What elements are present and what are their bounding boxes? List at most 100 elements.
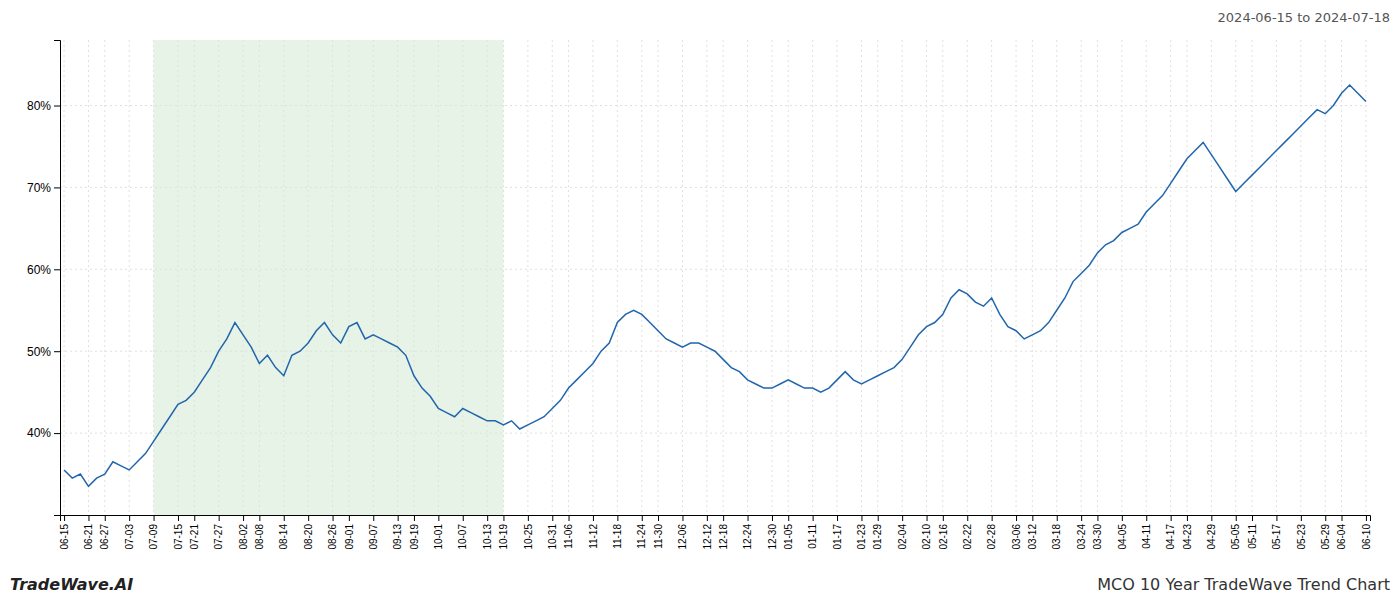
x-tick-label: 05-23 bbox=[1296, 524, 1307, 550]
x-tick: 03-06 bbox=[1011, 515, 1022, 550]
x-grid-line bbox=[1341, 40, 1342, 515]
x-tick: 09-13 bbox=[392, 515, 403, 550]
x-tick-mark bbox=[1097, 515, 1098, 521]
x-tick-label: 04-23 bbox=[1182, 524, 1193, 550]
x-tick: 08-08 bbox=[254, 515, 265, 550]
x-tick-label: 09-13 bbox=[392, 524, 403, 550]
x-grid-line bbox=[1211, 40, 1212, 515]
x-grid-line bbox=[771, 40, 772, 515]
x-tick-label: 08-14 bbox=[278, 524, 289, 550]
x-tick-mark bbox=[658, 515, 659, 521]
y-tick-label: 50% bbox=[27, 345, 51, 359]
x-tick: 06-15 bbox=[59, 515, 70, 550]
x-grid-line bbox=[877, 40, 878, 515]
x-tick: 03-24 bbox=[1076, 515, 1087, 550]
x-tick: 12-24 bbox=[742, 515, 753, 550]
footer-right: MCO 10 Year TradeWave Trend Chart bbox=[1097, 575, 1390, 594]
x-tick: 04-29 bbox=[1206, 515, 1217, 550]
x-tick-mark bbox=[1252, 515, 1253, 521]
x-tick-label: 12-06 bbox=[677, 524, 688, 550]
x-grid-line bbox=[1276, 40, 1277, 515]
y-tick-mark bbox=[54, 433, 60, 434]
x-grid-line bbox=[991, 40, 992, 515]
x-tick-label: 12-24 bbox=[742, 524, 753, 550]
x-tick: 02-04 bbox=[897, 515, 908, 550]
x-tick-mark bbox=[617, 515, 618, 521]
x-tick-mark bbox=[487, 515, 488, 521]
x-tick: 04-17 bbox=[1165, 515, 1176, 550]
y-axis: 40%50%60%70%80% bbox=[27, 41, 61, 516]
footer-left: TradeWave.AI bbox=[10, 575, 133, 594]
x-tick-label: 08-26 bbox=[327, 524, 338, 550]
x-grid-line bbox=[641, 40, 642, 515]
x-tick-label: 01-29 bbox=[872, 524, 883, 550]
y-axis-line bbox=[54, 41, 61, 516]
x-tick-label: 02-16 bbox=[938, 524, 949, 550]
x-grid-line bbox=[568, 40, 569, 515]
x-tick-label: 01-23 bbox=[856, 524, 867, 550]
x-grid-line bbox=[1365, 40, 1366, 515]
x-tick: 05-29 bbox=[1320, 515, 1331, 550]
x-tick-label: 07-15 bbox=[173, 524, 184, 550]
plot-area: 06-1506-2106-2707-0307-0907-1507-2107-27… bbox=[27, 40, 1372, 550]
x-tick: 05-05 bbox=[1230, 515, 1241, 550]
x-tick-label: 05-05 bbox=[1230, 524, 1241, 550]
x-tick: 05-23 bbox=[1296, 515, 1307, 550]
x-tick: 11-06 bbox=[563, 515, 574, 549]
x-grid-line bbox=[967, 40, 968, 515]
x-tick: 09-01 bbox=[344, 515, 355, 550]
x-tick-label: 04-11 bbox=[1141, 524, 1152, 549]
x-tick: 09-19 bbox=[409, 515, 420, 550]
x-tick: 10-25 bbox=[523, 515, 534, 550]
x-tick-mark bbox=[642, 515, 643, 521]
x-tick: 08-02 bbox=[238, 515, 249, 550]
x-tick-mark bbox=[1122, 515, 1123, 521]
x-tick-label: 09-19 bbox=[409, 524, 420, 550]
x-tick-mark bbox=[259, 515, 260, 521]
x-tick-label: 12-12 bbox=[702, 524, 713, 550]
x-axis: 06-1506-2106-2707-0307-0907-1507-2107-27… bbox=[59, 515, 1372, 550]
line bbox=[64, 85, 1366, 486]
x-tick-label: 06-04 bbox=[1336, 524, 1347, 550]
x-tick: 07-09 bbox=[148, 515, 159, 550]
x-axis-line bbox=[61, 516, 1371, 522]
y-tick-mark bbox=[54, 269, 60, 270]
x-tick-label: 03-12 bbox=[1027, 524, 1038, 550]
x-tick-label: 10-25 bbox=[523, 524, 534, 550]
x-tick-mark bbox=[1171, 515, 1172, 521]
x-grid-line bbox=[1252, 40, 1253, 515]
x-tick-mark bbox=[837, 515, 838, 521]
x-tick-mark bbox=[1325, 515, 1326, 521]
x-tick-mark bbox=[1211, 515, 1212, 521]
x-tick-label: 05-29 bbox=[1320, 524, 1331, 550]
x-tick-mark bbox=[593, 515, 594, 521]
x-tick-mark bbox=[349, 515, 350, 521]
x-tick-mark bbox=[1342, 515, 1343, 521]
x-tick-mark bbox=[927, 515, 928, 521]
x-tick: 02-28 bbox=[986, 515, 997, 550]
x-tick-mark bbox=[1301, 515, 1302, 521]
x-tick: 08-26 bbox=[327, 515, 338, 550]
x-tick: 06-04 bbox=[1336, 515, 1347, 550]
x-tick-label: 02-10 bbox=[921, 524, 932, 550]
x-tick-mark bbox=[194, 515, 195, 521]
x-tick-mark bbox=[398, 515, 399, 521]
x-grid-line bbox=[1300, 40, 1301, 515]
y-tick: 60% bbox=[27, 263, 60, 277]
x-tick: 11-30 bbox=[653, 515, 664, 549]
x-tick-label: 06-21 bbox=[83, 524, 94, 550]
x-tick: 01-05 bbox=[783, 515, 794, 550]
x-tick: 10-19 bbox=[498, 515, 509, 550]
y-tick-label: 40% bbox=[27, 426, 51, 440]
x-tick: 11-18 bbox=[612, 515, 623, 549]
x-grid-line bbox=[658, 40, 659, 515]
x-tick: 03-12 bbox=[1027, 515, 1038, 550]
x-tick-label: 12-30 bbox=[767, 524, 778, 550]
x-grid-line bbox=[104, 40, 105, 515]
y-tick-label: 70% bbox=[27, 181, 51, 195]
x-tick: 12-30 bbox=[767, 515, 778, 550]
x-tick-mark bbox=[1187, 515, 1188, 521]
x-grid-line bbox=[1016, 40, 1017, 515]
x-tick: 03-30 bbox=[1092, 515, 1103, 550]
x-grid-line bbox=[747, 40, 748, 515]
